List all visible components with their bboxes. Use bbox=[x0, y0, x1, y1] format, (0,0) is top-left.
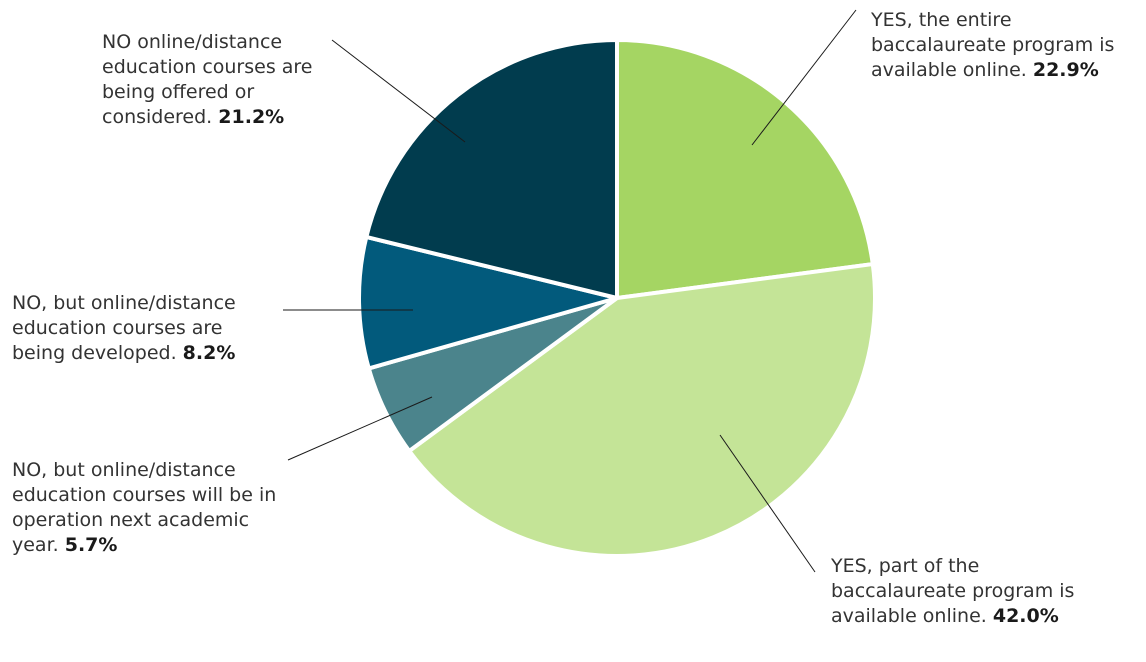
pie-slice-none-offered bbox=[364, 38, 619, 300]
slice-label-text: NO, but online/distance education course… bbox=[12, 459, 277, 556]
pie-slice-being-developed bbox=[357, 234, 619, 371]
slice-label-text: NO, but online/distance education course… bbox=[12, 292, 236, 364]
slice-percent: 8.2% bbox=[182, 342, 236, 364]
slice-percent: 22.9% bbox=[1032, 59, 1099, 81]
slice-percent: 21.2% bbox=[218, 106, 285, 128]
leader-line-next-year bbox=[287, 396, 433, 461]
slice-label-text: YES, the entire baccalaureate program is… bbox=[871, 9, 1115, 81]
slice-label-none-offered: NO online/distance education courses are… bbox=[102, 30, 332, 130]
pie-slice-part-program bbox=[407, 262, 877, 558]
slice-label-being-developed: NO, but online/distance education course… bbox=[12, 291, 277, 366]
leader-line-part-program bbox=[719, 434, 816, 573]
slice-percent: 5.7% bbox=[64, 534, 118, 556]
leader-line-entire-program bbox=[751, 9, 857, 146]
slice-label-text: NO online/distance education courses are… bbox=[102, 31, 313, 128]
slice-percent: 42.0% bbox=[992, 605, 1059, 627]
leader-line-none-offered bbox=[331, 39, 466, 143]
slice-label-text: YES, part of the baccalaureate program i… bbox=[831, 555, 1075, 627]
slice-label-part-program: YES, part of the baccalaureate program i… bbox=[831, 554, 1091, 629]
slice-label-entire-program: YES, the entire baccalaureate program is… bbox=[871, 8, 1146, 83]
pie-slice-entire-program bbox=[615, 38, 875, 300]
slice-label-next-year: NO, but online/distance education course… bbox=[12, 458, 287, 558]
